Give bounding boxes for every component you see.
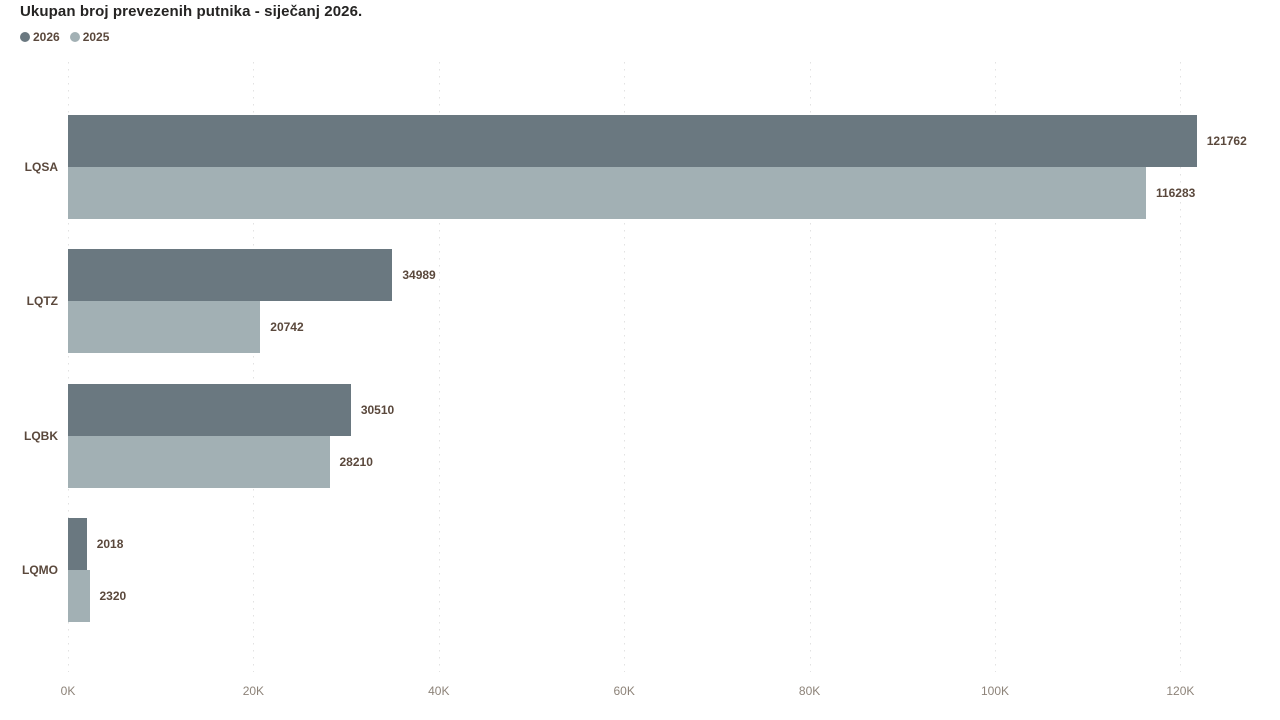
bar-2025-LQBK[interactable] — [68, 435, 330, 488]
legend-item-2026[interactable]: 2026 — [20, 30, 60, 44]
bar-2025-LQTZ[interactable] — [68, 301, 261, 354]
x-axis-tick-label: 100K — [980, 684, 1010, 698]
bar-2026-LQBK[interactable] — [68, 383, 351, 436]
plot-area: 121762 116283 34989 20742 30510 28210 2018 2320 — [68, 62, 1262, 672]
bar-2025-LQSA[interactable] — [68, 167, 1146, 219]
gridline-0K — [68, 62, 69, 672]
gridline-60K — [624, 62, 626, 672]
x-axis-tick-label: 60K — [613, 684, 635, 698]
value-label-2025-LQMO: 2320 — [99, 589, 127, 604]
bar-2026-LQTZ[interactable] — [68, 249, 393, 302]
value-label-2025-LQSA: 116283 — [1155, 186, 1196, 200]
x-axis-tick-label: 120K — [1166, 684, 1195, 698]
gridline-40K — [438, 62, 440, 672]
category-label-LQBK: LQBK — [24, 428, 58, 443]
legend-label-2025: 2025 — [82, 30, 110, 44]
value-label-2026-LQTZ: 34989 — [402, 268, 436, 283]
category-label-LQTZ: LQTZ — [26, 294, 58, 309]
category-label-LQMO: LQMO — [22, 563, 58, 578]
value-label-2025-LQTZ: 20742 — [270, 320, 304, 335]
bar-2025-LQMO[interactable] — [68, 570, 90, 623]
chart-legend: 2026 2025 — [20, 30, 109, 44]
x-axis-tick-label: 40K — [428, 684, 450, 698]
category-label-LQSA: LQSA — [24, 160, 58, 174]
bar-2026-LQSA[interactable] — [68, 115, 1197, 167]
value-label-2026-LQBK: 30510 — [360, 402, 395, 417]
legend-item-2025[interactable]: 2025 — [69, 30, 110, 44]
gridline-120K — [1180, 62, 1182, 672]
legend-label-2026: 2026 — [33, 30, 60, 44]
legend-dot-2025-icon — [69, 32, 80, 42]
chart-title: Ukupan broj prevezenih putnika - siječan… — [20, 3, 363, 20]
x-axis-tick-label: 80K — [798, 684, 821, 698]
gridline-80K — [809, 62, 811, 672]
gridline-20K — [253, 62, 255, 672]
x-axis-tick-label: 0K — [60, 684, 76, 698]
value-label-2025-LQBK: 28210 — [339, 454, 373, 469]
value-label-2026-LQMO: 2018 — [96, 537, 124, 552]
x-axis-tick-label: 20K — [242, 684, 265, 698]
value-label-2026-LQSA: 121762 — [1206, 134, 1247, 148]
legend-dot-2026-icon — [20, 32, 30, 42]
bar-2026-LQMO[interactable] — [68, 518, 87, 571]
gridline-100K — [995, 62, 996, 672]
